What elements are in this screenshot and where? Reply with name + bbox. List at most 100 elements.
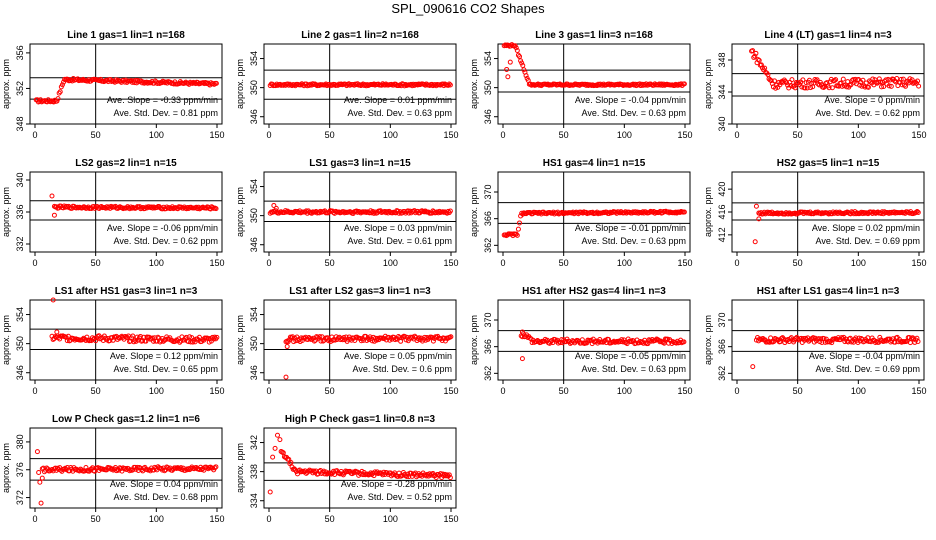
data-point-outlier (507, 59, 513, 65)
data-point (881, 209, 887, 215)
slope-annotation: Ave. Slope = -0.01 ppm/min (575, 223, 686, 233)
data-points (267, 202, 453, 216)
data-point (870, 76, 876, 82)
data-point (789, 77, 795, 83)
data-point (898, 76, 904, 82)
plot-title: HS2 gas=5 lin=1 n=15 (777, 158, 880, 169)
data-point (876, 76, 882, 82)
data-point (330, 337, 336, 343)
plot-title: LS1 after HS1 gas=3 lin=1 n=3 (55, 286, 198, 297)
plot-panel: Line 3 gas=1 lin=3 n=168 0 50 100 150 346 350 3… (469, 30, 693, 140)
slope-annotation: Ave. Slope = -0.04 ppm/min (809, 351, 920, 361)
data-point-outlier (284, 344, 290, 350)
y-tick-label: 340 (717, 116, 727, 131)
y-axis-label: approx. ppm (469, 315, 479, 365)
y-tick-label: 362 (483, 238, 493, 253)
x-tick-label: 0 (734, 130, 739, 140)
y-tick-label: 340 (15, 172, 25, 187)
plot-title: Line 1 gas=1 lin=1 n=168 (67, 30, 185, 41)
stddev-annotation: Ave. Std. Dev. = 0.63 ppm (582, 364, 686, 374)
data-point (380, 472, 386, 478)
data-point (832, 210, 838, 216)
data-point (879, 84, 885, 90)
x-tick-label: 150 (443, 258, 458, 268)
x-tick-label: 100 (383, 258, 398, 268)
stddev-annotation: Ave. Std. Dev. = 0.69 ppm (816, 236, 920, 246)
data-point (298, 82, 304, 88)
y-tick-label: 372 (15, 490, 25, 505)
y-tick-label: 344 (717, 84, 727, 99)
y-tick-label: 346 (249, 365, 259, 380)
data-point-outlier (51, 212, 57, 218)
data-point (681, 339, 687, 345)
x-tick-label: 50 (91, 258, 101, 268)
data-point (894, 76, 900, 82)
stddev-annotation: Ave. Std. Dev. = 0.63 ppm (582, 108, 686, 118)
data-point (52, 334, 58, 340)
slope-annotation: Ave. Slope = -0.28 ppm/min (341, 479, 452, 489)
data-points (750, 334, 921, 370)
data-points (34, 449, 219, 506)
data-point (778, 79, 784, 85)
data-point (814, 77, 820, 83)
data-point (445, 208, 451, 214)
data-point (199, 467, 205, 473)
y-tick-label: 346 (15, 365, 25, 380)
slope-annotation: Ave. Slope = 0.01 ppm/min (344, 95, 452, 105)
data-points (749, 48, 922, 91)
data-point (914, 208, 920, 214)
data-point (802, 85, 808, 91)
data-point (311, 338, 317, 344)
data-point (596, 82, 602, 88)
y-tick-label: 342 (249, 435, 259, 450)
stddev-annotation: Ave. Std. Dev. = 0.69 ppm (816, 364, 920, 374)
data-point (845, 339, 851, 345)
x-tick-label: 100 (851, 258, 866, 268)
x-tick-label: 150 (209, 130, 224, 140)
slope-annotation: Ave. Slope = 0.12 ppm/min (110, 351, 218, 361)
stddev-annotation: Ave. Std. Dev. = 0.65 ppm (114, 364, 218, 374)
x-tick-label: 0 (32, 130, 37, 140)
data-point (892, 339, 898, 345)
data-point (104, 77, 110, 83)
y-axis-label: approx. ppm (469, 59, 479, 109)
x-tick-label: 50 (793, 386, 803, 396)
data-point (757, 211, 763, 217)
y-axis-label: approx. ppm (235, 187, 245, 237)
x-tick-label: 0 (500, 130, 505, 140)
data-point (860, 77, 866, 83)
slope-annotation: Ave. Slope = 0 ppm/min (824, 95, 920, 105)
y-tick-label: 376 (15, 462, 25, 477)
data-point (812, 76, 818, 82)
data-point (447, 475, 453, 481)
data-point (758, 62, 764, 68)
x-tick-label: 150 (209, 514, 224, 524)
data-point (55, 96, 61, 102)
data-point (535, 210, 541, 216)
data-point (430, 338, 436, 344)
data-point (196, 334, 202, 340)
x-tick-label: 150 (677, 258, 692, 268)
x-tick-label: 100 (617, 386, 632, 396)
data-point (54, 98, 60, 104)
data-point (848, 339, 854, 345)
plot-panel: HS1 after LS1 gas=4 lin=1 n=3 0 50 100 150 36… (703, 286, 927, 396)
data-point (800, 77, 806, 83)
plot-frame (731, 299, 925, 381)
data-point (59, 82, 65, 88)
slope-annotation: Ave. Slope = -0.06 ppm/min (107, 223, 218, 233)
data-point (826, 85, 832, 91)
plot-panel: High P Check gas=1 lin=0.8 n=3 0 50 100 150 3… (235, 414, 459, 524)
data-point (916, 83, 922, 89)
data-point-outlier (519, 329, 525, 335)
data-point (762, 65, 768, 71)
data-point (752, 53, 758, 59)
plot-title: LS2 gas=2 lin=1 n=15 (75, 158, 177, 169)
data-point (315, 471, 321, 477)
data-point (93, 338, 99, 344)
data-point (441, 336, 447, 342)
data-point (859, 83, 865, 89)
data-point (782, 78, 788, 84)
data-point (527, 81, 533, 87)
plot-title: Line 2 gas=1 lin=2 n=168 (301, 30, 419, 41)
